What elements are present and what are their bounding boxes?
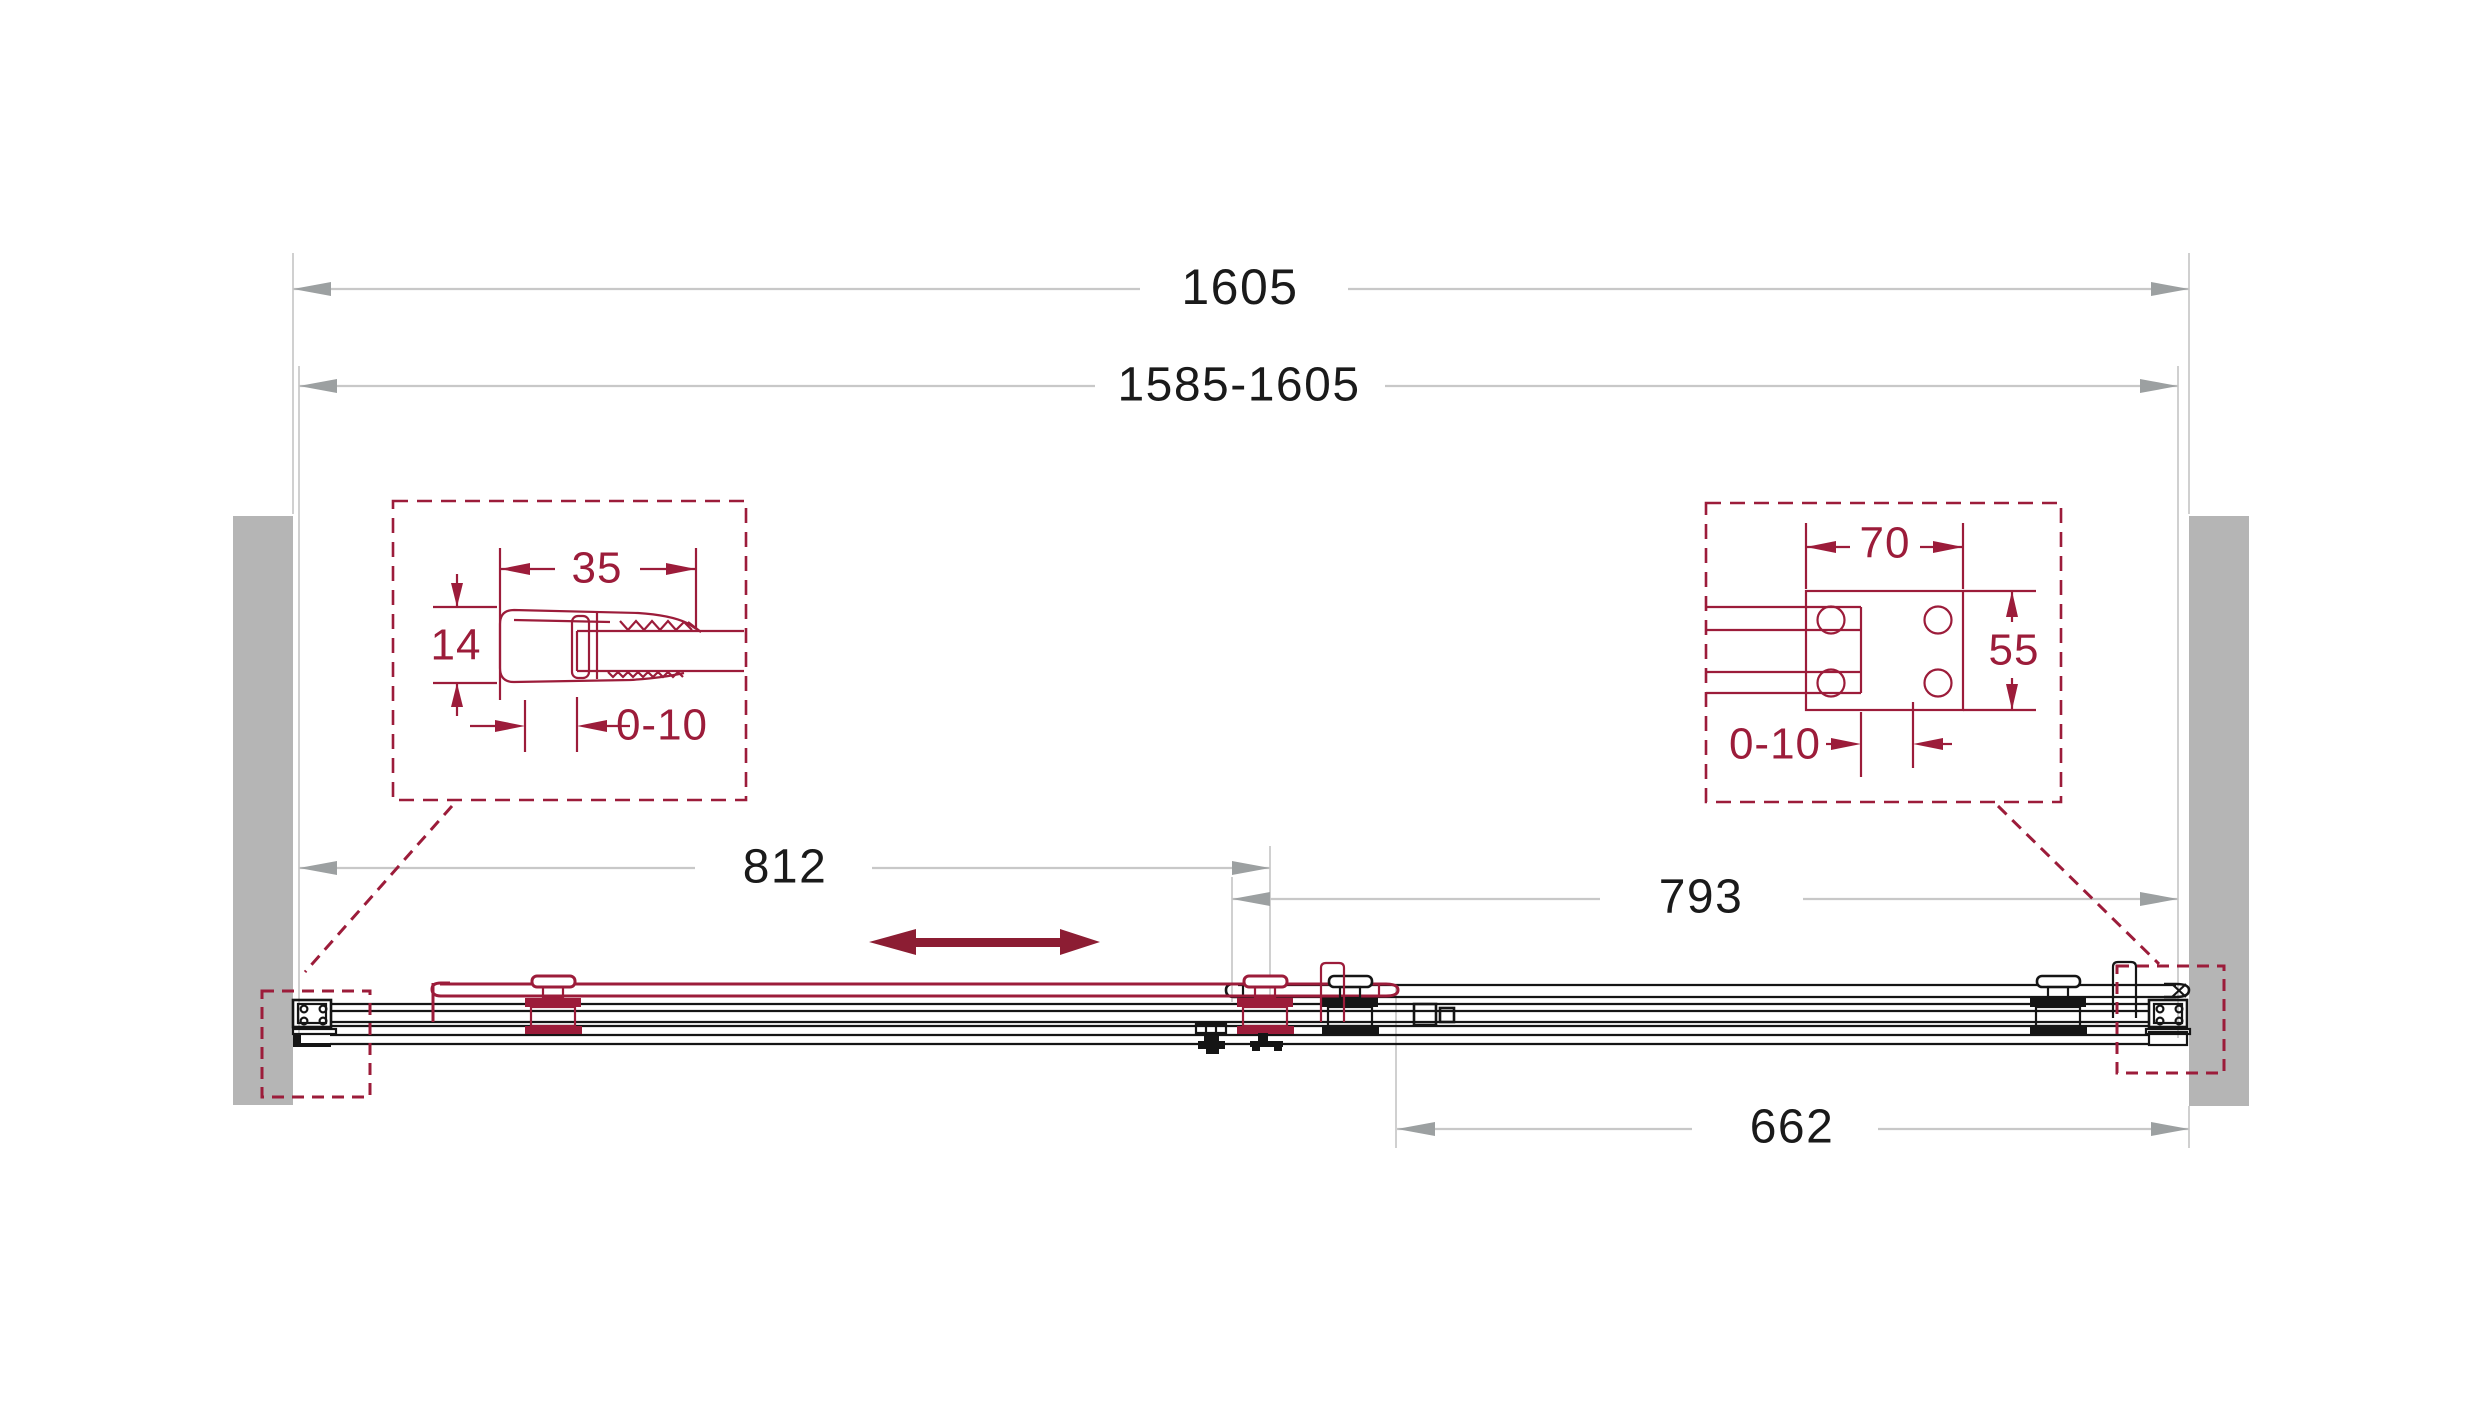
detail-callout-left: 35 14 0-10 bbox=[391, 499, 748, 802]
wall-bracket-right bbox=[2144, 998, 2192, 1047]
floor-guide bbox=[1194, 1022, 1228, 1054]
detail-box-right bbox=[1704, 501, 2063, 804]
wall-anchor-zone-left bbox=[260, 989, 372, 1099]
wall-bracket-left bbox=[291, 998, 338, 1047]
track-assembly bbox=[291, 960, 2192, 1054]
detail-right-dim-height: 55 bbox=[1963, 589, 2040, 712]
detail-left-dim-gap: 0-10 bbox=[470, 697, 708, 752]
detail-callout-right: 70 55 0-10 bbox=[1704, 501, 2063, 804]
wall-left bbox=[233, 516, 293, 1105]
extension-lines bbox=[292, 253, 2190, 1148]
wall-bracket-plate-drawing bbox=[1706, 589, 1965, 712]
wall-anchor-zone-right bbox=[2115, 964, 2226, 1075]
wall-right bbox=[2189, 516, 2249, 1106]
dim-adjustment-range: 1585-1605 bbox=[299, 359, 2178, 412]
callout-leader-left bbox=[303, 805, 454, 973]
detail-right-dim-gap: 0-10 bbox=[1729, 702, 1952, 777]
detail-left-dim-width: 35 bbox=[498, 544, 698, 700]
detail-right-height-label: 55 bbox=[1989, 626, 2040, 675]
detail-left-height-label: 14 bbox=[431, 621, 482, 670]
detail-left-width-label: 35 bbox=[572, 544, 623, 593]
roller-fixed-door-right bbox=[2030, 974, 2087, 1034]
dim-adjustment-range-label: 1585-1605 bbox=[1117, 359, 1360, 412]
wall-profile-section-drawing bbox=[498, 608, 744, 684]
center-guide bbox=[1250, 1033, 1283, 1051]
detail-right-gap-label: 0-10 bbox=[1729, 720, 1821, 769]
detail-right-dim-width: 70 bbox=[1804, 519, 1965, 589]
detail-box-left bbox=[391, 499, 748, 802]
sliding-door-panel bbox=[430, 981, 1400, 1022]
detail-left-gap-label: 0-10 bbox=[616, 701, 708, 750]
roller-fixed-door-middle bbox=[1322, 974, 1379, 1034]
dim-left-span-label: 812 bbox=[743, 841, 828, 894]
dim-bottom-span-label: 662 bbox=[1750, 1101, 1835, 1154]
track-rails bbox=[330, 1002, 2150, 1046]
callout-leader-right bbox=[1996, 804, 2161, 966]
dim-overall-width: 1605 bbox=[293, 259, 2189, 315]
detail-left-dim-height: 14 bbox=[431, 574, 497, 716]
dim-right-span: 793 bbox=[1232, 871, 2178, 924]
roller-sliding-door-middle bbox=[1237, 974, 1294, 1034]
door-stopper-maroon bbox=[1319, 961, 1346, 1022]
profile-clips bbox=[1412, 1002, 1456, 1027]
door-stopper-black bbox=[2111, 960, 2138, 1018]
dim-right-span-label: 793 bbox=[1659, 871, 1744, 924]
dim-left-span: 812 bbox=[299, 841, 1270, 894]
slide-direction-arrow-icon bbox=[869, 929, 1100, 955]
detail-right-width-label: 70 bbox=[1860, 519, 1911, 568]
dim-overall-width-label: 1605 bbox=[1181, 259, 1298, 315]
roller-sliding-door-left bbox=[525, 974, 582, 1034]
dim-bottom-span: 662 bbox=[1397, 1101, 2189, 1154]
walls bbox=[233, 516, 2249, 1106]
